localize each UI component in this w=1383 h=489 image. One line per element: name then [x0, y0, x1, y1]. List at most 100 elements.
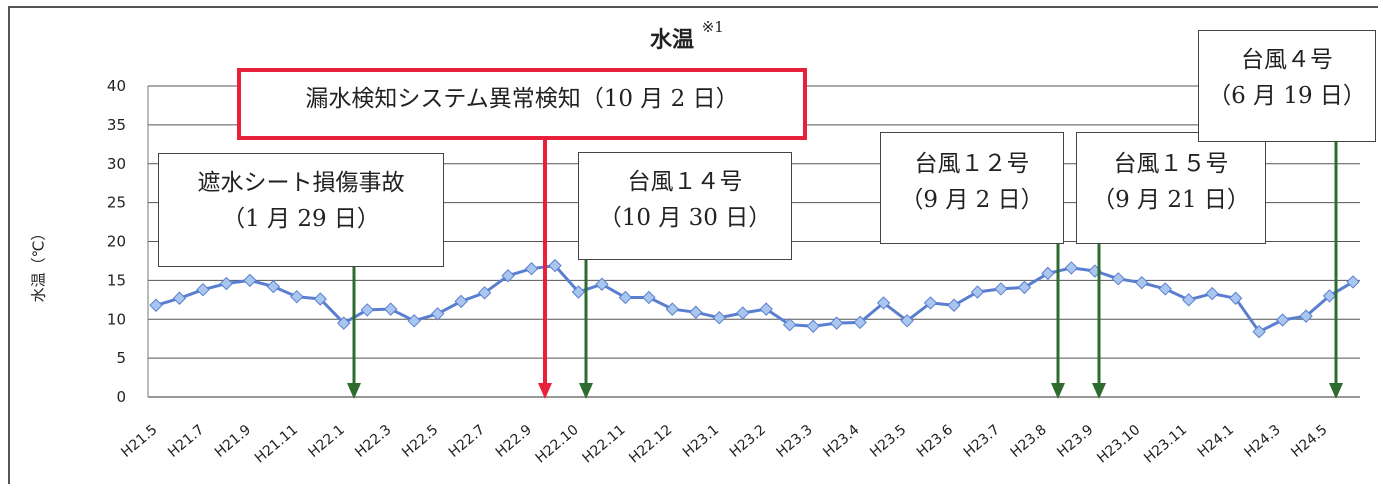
data-point: [1322, 289, 1337, 303]
y-tick-label: 30: [107, 155, 126, 173]
data-point: [430, 307, 445, 321]
x-tick-label: H21.5: [118, 422, 160, 461]
data-point: [970, 285, 985, 299]
data-point: [360, 303, 374, 317]
x-tick-label: H23.7: [961, 422, 1003, 461]
x-tick-label: H22.11: [580, 422, 629, 467]
x-tick-label: H23.5: [867, 422, 909, 461]
data-point: [1275, 313, 1290, 327]
data-point: [712, 310, 727, 325]
data-point: [642, 290, 656, 305]
x-tick-label: H21.11: [252, 422, 301, 467]
data-point: [689, 305, 703, 319]
annotation-leak-detection: 漏水検知システム異常検知（10 月 2 日）: [237, 68, 807, 140]
data-point: [477, 286, 492, 300]
data-point: [595, 277, 609, 291]
annotation-typhoon-14-line2: （10 月 30 日）: [598, 204, 772, 231]
arrow-head: [538, 383, 552, 399]
x-tick-label: H23.11: [1141, 422, 1190, 467]
annotation-typhoon-12: 台風１２号 （9 月 2 日）: [880, 132, 1064, 244]
data-point: [407, 314, 421, 328]
chart-title: 水温 ※1: [650, 18, 724, 53]
data-point: [337, 316, 351, 330]
arrow-head: [1092, 383, 1106, 399]
x-tick-label: H22.3: [352, 422, 394, 461]
x-tick-label: H22.12: [626, 422, 675, 467]
data-point: [1111, 272, 1126, 286]
data-point: [219, 276, 234, 291]
data-point: [1228, 291, 1243, 305]
y-tick-label: 35: [107, 116, 126, 134]
data-point: [618, 290, 633, 305]
data-point: [1252, 324, 1266, 339]
annotation-typhoon-15: 台風１５号 （9 月 21 日）: [1076, 132, 1266, 244]
x-tick-label: H24.1: [1195, 422, 1237, 461]
annotation-typhoon-4-line2: （6 月 19 日）: [1208, 82, 1366, 109]
annotation-typhoon-15-line1: 台風１５号: [1113, 151, 1229, 177]
data-point: [1064, 261, 1079, 275]
data-point: [665, 302, 680, 316]
annotation-typhoon-14-line1: 台風１４号: [627, 169, 743, 195]
data-point: [454, 294, 468, 309]
annotation-typhoon-12-line1: 台風１２号: [914, 151, 1030, 177]
data-point: [149, 298, 163, 312]
data-point: [1346, 275, 1360, 289]
data-point: [290, 289, 304, 304]
annotation-typhoon-12-line2: （9 月 2 日）: [900, 186, 1044, 213]
arrow-typhoon-4: [1329, 140, 1343, 399]
x-tick-label: H23.8: [1008, 422, 1050, 461]
data-point: [876, 296, 891, 310]
annotation-sheet-damage-line2: （1 月 29 日）: [222, 205, 380, 232]
annotation-typhoon-4: 台風４号 （6 月 19 日）: [1198, 30, 1376, 142]
data-point: [313, 292, 328, 306]
data-point: [243, 273, 257, 288]
data-point: [1135, 276, 1149, 290]
data-point: [266, 279, 281, 294]
arrow-typhoon-15: [1092, 242, 1106, 399]
arrow-typhoon-14: [579, 258, 593, 399]
x-tick-label: H24.5: [1288, 422, 1330, 461]
x-tick-label: H22.5: [399, 422, 441, 461]
data-point: [1158, 282, 1172, 296]
x-tick-label: H23.4: [820, 422, 862, 461]
title-note: ※1: [701, 18, 724, 36]
data-point: [571, 285, 586, 299]
data-point: [1299, 309, 1313, 323]
data-point: [923, 296, 938, 310]
annotation-typhoon-15-line2: （9 月 21 日）: [1092, 186, 1250, 213]
arrow-sheet-damage: [347, 265, 361, 399]
x-tick-label: H24.3: [1242, 422, 1284, 461]
annotation-sheet-damage-line1: 遮水シート損傷事故: [197, 170, 405, 196]
annotation-typhoon-4-line1: 台風４号: [1241, 47, 1333, 73]
data-point: [1205, 286, 1219, 301]
data-point: [853, 315, 867, 330]
y-tick-label: 5: [116, 349, 126, 367]
data-point: [383, 302, 398, 316]
data-point: [196, 282, 210, 297]
data-point: [806, 319, 820, 333]
arrow-head: [1329, 383, 1343, 399]
arrow-head: [347, 383, 361, 399]
arrow-typhoon-12: [1051, 242, 1065, 399]
x-tick-label: H22.1: [306, 422, 348, 461]
data-point: [782, 317, 797, 332]
x-tick-label: H22.7: [446, 422, 488, 461]
data-point: [1017, 280, 1032, 295]
data-point: [759, 302, 773, 316]
x-tick-label: H22.9: [493, 422, 535, 461]
arrow-head: [1051, 383, 1065, 399]
series-line: [155, 264, 1354, 334]
annotation-leak-detection-text: 漏水検知システム異常検知（10 月 2 日）: [305, 86, 739, 112]
data-point: [900, 314, 914, 328]
data-point: [548, 258, 562, 273]
data-point: [736, 306, 750, 320]
annotation-typhoon-14: 台風１４号 （10 月 30 日）: [578, 152, 792, 260]
y-tick-label: 0: [116, 388, 126, 406]
x-tick-label: H23.1: [680, 422, 722, 461]
x-tick-label: H21.9: [212, 422, 254, 461]
data-point: [1181, 293, 1196, 307]
x-tick-label: H23.9: [1054, 422, 1096, 461]
chart-frame: [8, 6, 1378, 484]
x-tick-label: H23.10: [1094, 422, 1143, 467]
x-tick-label: H23.6: [914, 422, 956, 461]
